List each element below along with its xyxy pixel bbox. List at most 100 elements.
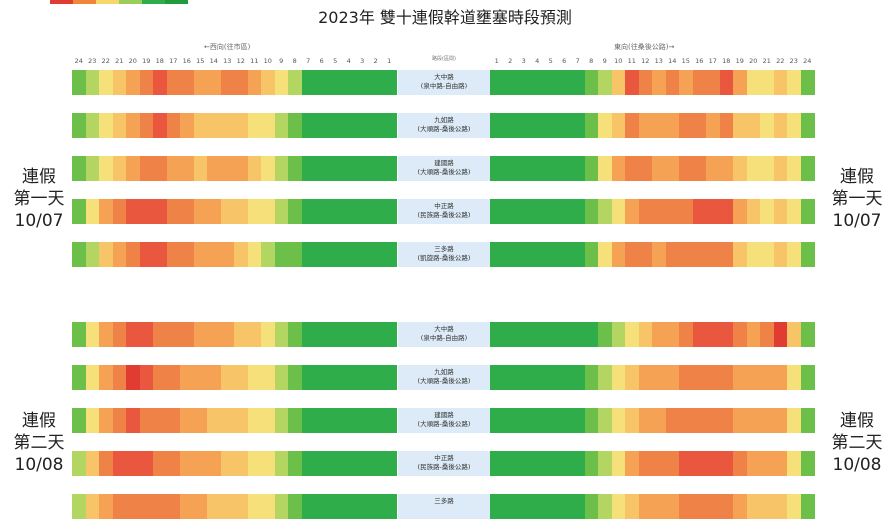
heatmap-cell [193,113,208,138]
day-label-line: 第一天 [831,189,883,209]
heatmap-cell [193,199,208,224]
heatmap-cell [139,365,154,390]
heatmap-cell [773,365,788,390]
heatmap-cell [369,199,384,224]
heatmap-cell [544,365,559,390]
heatmap-cell [382,408,397,433]
heatmap-cell [733,156,748,181]
heatmap-cell [315,199,330,224]
west-congestion-row [72,451,397,476]
east-hour-tick: 8 [589,57,594,65]
heatmap-cell [369,322,384,347]
heatmap-cell [625,156,640,181]
heatmap-cell [652,365,667,390]
road-range: (凱旋路-桑後公路) [417,254,471,262]
heatmap-cell [220,242,235,267]
heatmap-cell [301,199,316,224]
heatmap-cell [288,322,303,347]
road-range: (大順路-桑後公路) [417,420,471,428]
heatmap-cell [355,451,370,476]
heatmap-cell [503,408,518,433]
day-label-line: 第一天 [13,189,65,209]
west-hour-tick: 5 [333,57,338,65]
heatmap-cell [544,199,559,224]
heatmap-cell [274,408,289,433]
heatmap-cell [544,451,559,476]
heatmap-cell [760,242,775,267]
heatmap-cell [180,494,195,519]
heatmap-cell [706,494,721,519]
heatmap-cell [112,494,127,519]
heatmap-cell [369,365,384,390]
heatmap-cell [706,70,721,95]
road-range: (泉中路-自由路) [420,334,468,342]
heatmap-cell [625,451,640,476]
west-hour-tick: 6 [319,57,324,65]
heatmap-cell [665,156,680,181]
heatmap-cell [220,156,235,181]
heatmap-cell [234,365,249,390]
heatmap-cell [193,322,208,347]
heatmap-cell [274,199,289,224]
heatmap-cell [800,494,815,519]
heatmap-cell [153,451,168,476]
heatmap-cell [692,322,707,347]
heatmap-cell [207,408,222,433]
heatmap-cell [274,156,289,181]
heatmap-cell [746,365,761,390]
heatmap-cell [544,242,559,267]
east-hour-tick: 4 [535,57,540,65]
heatmap-cell [679,365,694,390]
heatmap-cell [800,113,815,138]
heatmap-cell [234,199,249,224]
heatmap-cell [787,156,802,181]
heatmap-cell [369,451,384,476]
road-label: 三多路 [398,494,490,519]
heatmap-cell [557,365,572,390]
heatmap-cell [207,70,222,95]
heatmap-cell [153,199,168,224]
east-congestion-row [490,199,815,224]
heatmap-cell [692,494,707,519]
heatmap-cell [544,70,559,95]
heatmap-cell [126,322,141,347]
heatmap-cell [598,70,613,95]
heatmap-cell [99,242,114,267]
heatmap-cell [247,70,262,95]
road-label: 九如路 (大順路-桑後公路) [398,113,490,138]
heatmap-cell [207,494,222,519]
heatmap-cell [652,199,667,224]
heatmap-cell [746,70,761,95]
heatmap-cell [706,199,721,224]
day-label-line: 連假 [840,411,874,431]
heatmap-cell [490,408,505,433]
heatmap-cell [288,242,303,267]
heatmap-cell [598,156,613,181]
heatmap-cell [153,156,168,181]
heatmap-cell [530,156,545,181]
heatmap-cell [234,408,249,433]
heatmap-cell [773,70,788,95]
west-hour-tick: 12 [236,57,245,65]
road-name: 九如路 [434,116,454,124]
heatmap-cell [706,242,721,267]
heatmap-cell [706,113,721,138]
heatmap-cell [571,494,586,519]
west-congestion-row [72,494,397,519]
heatmap-cell [153,494,168,519]
west-hour-tick: 10 [263,57,272,65]
heatmap-cell [733,70,748,95]
heatmap-cell [746,451,761,476]
west-hour-tick: 17 [169,57,178,65]
heatmap-cell [787,322,802,347]
heatmap-cell [126,494,141,519]
heatmap-cell [773,494,788,519]
heatmap-cell [166,494,181,519]
heatmap-cell [611,156,626,181]
heatmap-cell [288,113,303,138]
heatmap-cell [139,451,154,476]
day-label-line: 10/08 [832,455,882,475]
heatmap-cell [679,242,694,267]
heatmap-cell [85,451,100,476]
heatmap-cell [315,365,330,390]
